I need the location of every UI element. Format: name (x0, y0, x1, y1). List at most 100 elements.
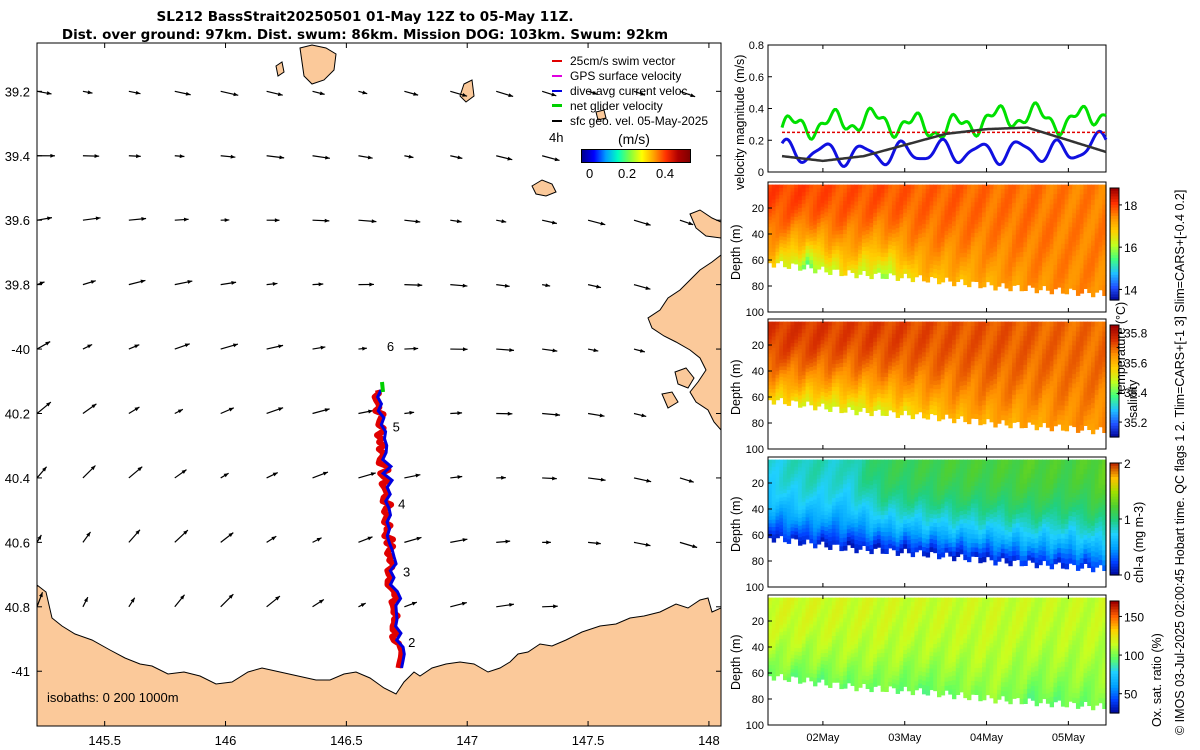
heatmap-cell (846, 254, 852, 259)
heatmap-cell (978, 273, 983, 279)
heatmap-cell (963, 220, 968, 227)
heatmap-cell (906, 243, 912, 249)
surface-velocity-arrowhead (183, 530, 188, 535)
heatmap-cell (1038, 284, 1043, 291)
heatmap-cell (1064, 239, 1070, 245)
heatmap-cell (940, 374, 946, 380)
colorbar-segment (1110, 358, 1119, 362)
heatmap-cell (952, 235, 957, 241)
heatmap-cell (798, 387, 803, 393)
heatmap-cell (805, 332, 810, 337)
heatmap-cell (925, 237, 931, 243)
heatmap-cell (783, 515, 788, 520)
heatmap-cell (1027, 417, 1032, 423)
colorbar-segment (1110, 423, 1119, 427)
legend-geo-label: sfc geo. vel. 05-May-2025 (570, 114, 709, 128)
surface-velocity-arrowhead (692, 544, 698, 549)
heatmap-cell (1087, 351, 1092, 357)
heatmap-cell (831, 463, 837, 468)
heatmap-cell (985, 272, 991, 278)
heatmap-cell (816, 540, 822, 545)
heatmap-cell (970, 237, 976, 243)
heatmap-cell (861, 325, 867, 331)
heatmap-cell (963, 353, 968, 359)
heatmap-cell (1045, 331, 1051, 337)
heatmap-cell (831, 402, 837, 407)
heatmap-cell (1064, 234, 1070, 240)
heatmap-cell (858, 516, 863, 522)
heatmap-cell (1023, 336, 1028, 342)
heatmap-cell (970, 330, 976, 336)
heatmap-cell (786, 528, 792, 533)
heatmap-cell (801, 238, 807, 243)
heatmap-cell (1049, 361, 1055, 367)
heatmap-cell (775, 209, 780, 214)
heatmap-cell (948, 193, 953, 199)
heatmap-cell (906, 342, 912, 348)
heatmap-cell (944, 272, 949, 278)
surface-velocity-arrowhead (645, 221, 651, 226)
heatmap-cell (775, 502, 780, 507)
surface-velocity-arrowhead (509, 602, 514, 607)
heatmap-cell (783, 493, 788, 498)
heatmap-cell (786, 234, 792, 239)
heatmap-cell (1049, 366, 1055, 372)
heatmap-cell (1019, 261, 1024, 268)
heatmap-cell (798, 510, 803, 515)
colorbar-segment (1110, 333, 1119, 337)
heatmap-cell (929, 230, 934, 236)
heatmap-cell (933, 389, 938, 395)
heatmap-cell (1034, 400, 1039, 406)
heatmap-cell (985, 241, 991, 247)
surface-velocity-arrowhead (646, 478, 652, 483)
heatmap-cell (1008, 403, 1013, 409)
colorbar-segment (1110, 263, 1119, 267)
heatmap-cell (970, 334, 976, 340)
heatmap-cell (839, 408, 844, 414)
heatmap-cell (1000, 215, 1006, 221)
heatmap-cell (846, 234, 852, 240)
heatmap-cell (831, 207, 837, 213)
heatmap-cell (1072, 184, 1077, 190)
heatmap-cell (850, 507, 855, 513)
heatmap-cell (888, 192, 893, 198)
heatmap-cell (906, 338, 912, 344)
heatmap-cell (888, 268, 893, 274)
heatmap-cell (997, 326, 1002, 332)
heatmap-cell (839, 184, 844, 190)
heatmap-cell (895, 369, 901, 375)
heatmap-cell (937, 389, 942, 395)
heatmap-cell (906, 389, 912, 395)
heatmap-cell (1090, 367, 1096, 374)
heatmap-cell (876, 212, 882, 218)
heatmap-cell (843, 484, 848, 489)
heatmap-cell (1045, 198, 1051, 205)
surface-velocity-arrowhead (320, 345, 326, 350)
heatmap-cell (1045, 266, 1051, 272)
heatmap-cell (771, 500, 777, 506)
heatmap-cell (783, 504, 788, 509)
heatmap-cell (1038, 275, 1043, 281)
heatmap-cell (891, 237, 897, 243)
surface-velocity-arrowhead (228, 532, 234, 537)
heatmap-cell (1057, 419, 1062, 425)
heatmap-cell (790, 371, 795, 376)
heatmap-cell (1068, 378, 1073, 384)
heatmap-cell (899, 346, 904, 352)
heatmap-cell (768, 255, 773, 260)
heatmap-cell (805, 495, 810, 500)
heatmap-cell (809, 486, 814, 491)
track-day-label: 6 (387, 339, 394, 354)
heatmap-cell (929, 234, 934, 240)
heatmap-cell (783, 255, 788, 260)
heatmap-cell (1057, 330, 1062, 337)
heatmap-cell (895, 249, 901, 255)
heatmap-cell (1034, 385, 1039, 391)
heatmap-cell (948, 276, 953, 282)
heatmap-cell (798, 258, 803, 263)
heatmap-cell (1015, 225, 1021, 231)
heatmap-cell (1019, 194, 1024, 200)
heatmap-cell (880, 342, 886, 348)
heatmap-cell (846, 402, 852, 408)
heatmap-cell (1060, 228, 1066, 235)
